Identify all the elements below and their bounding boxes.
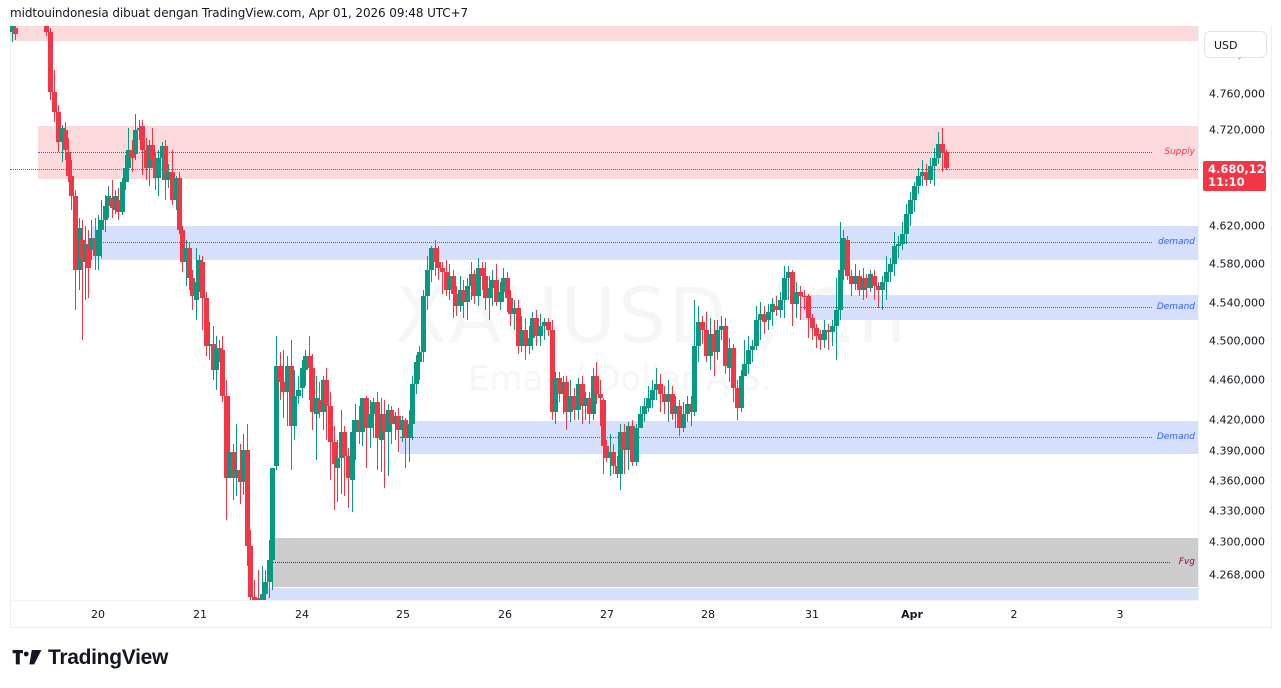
supply-zone-midline [38, 152, 1152, 153]
price-tick-label: 4.420,000 [1209, 413, 1265, 427]
fvg-zone-midline [272, 562, 1170, 563]
time-tick-label: 3 [1116, 608, 1124, 621]
tradingview-logo[interactable]: TradingView [12, 646, 168, 670]
chart-plot-area[interactable]: XAUUSD , 1h Emas / Dollar A.S. Supply dem… [10, 26, 1198, 600]
chart-frame [10, 26, 1272, 628]
price-tick-label: 4.360,000 [1209, 474, 1265, 488]
time-tick-label: Apr [901, 608, 923, 621]
time-tick-label: 25 [396, 608, 410, 621]
supply-zone-label: Supply [1164, 147, 1195, 157]
price-tick-label: 4.300,000 [1209, 535, 1265, 549]
price-tick-label: 4.760,000 [1209, 87, 1265, 101]
currency-button[interactable]: USD [1204, 31, 1267, 58]
time-tick-label: 20 [91, 608, 105, 621]
top-supply-zone[interactable] [10, 26, 1198, 41]
demand-zone-3-midline [400, 437, 1152, 438]
time-tick-label: 21 [193, 608, 207, 621]
demand-zone-1-label: demand [1158, 237, 1195, 247]
current-price-value: 4.680,120 [1208, 162, 1273, 176]
current-price-badge: 4.680,120 11:10 [1203, 161, 1273, 191]
time-tick-label: 24 [295, 608, 309, 621]
bar-countdown: 11:10 [1208, 175, 1245, 189]
price-tick-label: 4.268,000 [1209, 568, 1265, 582]
time-tick-label: 2 [1010, 608, 1018, 621]
price-tick-label: 4.500,000 [1209, 334, 1265, 348]
price-tick-label: 4.390,000 [1209, 444, 1265, 458]
price-tick-label: 4.460,000 [1209, 373, 1265, 387]
price-tick-label: 4.620,000 [1209, 219, 1265, 233]
tradingview-logo-icon [12, 650, 42, 665]
time-axis[interactable]: 20 21 24 25 26 27 28 31 Apr 2 3 [10, 600, 1198, 628]
demand-zone-1[interactable] [91, 226, 1198, 260]
price-tick-label: 4.580,000 [1209, 257, 1265, 271]
demand-zone-2-midline [800, 307, 1152, 308]
demand-zone-1-midline [91, 242, 1152, 243]
bottom-demand-zone[interactable] [262, 588, 1198, 600]
price-axis[interactable]: 4.760,000 4.720,000 4.620,000 4.580,000 4.54… [1198, 26, 1272, 600]
time-tick-label: 26 [498, 608, 512, 621]
price-tick-label: 4.540,000 [1209, 296, 1265, 310]
demand-zone-3-label: Demand [1156, 432, 1195, 442]
fvg-zone-label: Fvg [1178, 557, 1195, 567]
price-tick-label: 4.720,000 [1209, 123, 1265, 137]
time-tick-label: 31 [805, 608, 819, 621]
time-tick-label: 27 [600, 608, 614, 621]
demand-zone-2-label: Demand [1156, 302, 1195, 312]
chart-attribution: midtouindonesia dibuat dengan TradingVie… [10, 6, 469, 20]
price-tick-label: 4.330,000 [1209, 504, 1265, 518]
current-price-line [10, 169, 1198, 170]
tradingview-logo-text: TradingView [48, 646, 169, 669]
time-tick-label: 28 [701, 608, 715, 621]
